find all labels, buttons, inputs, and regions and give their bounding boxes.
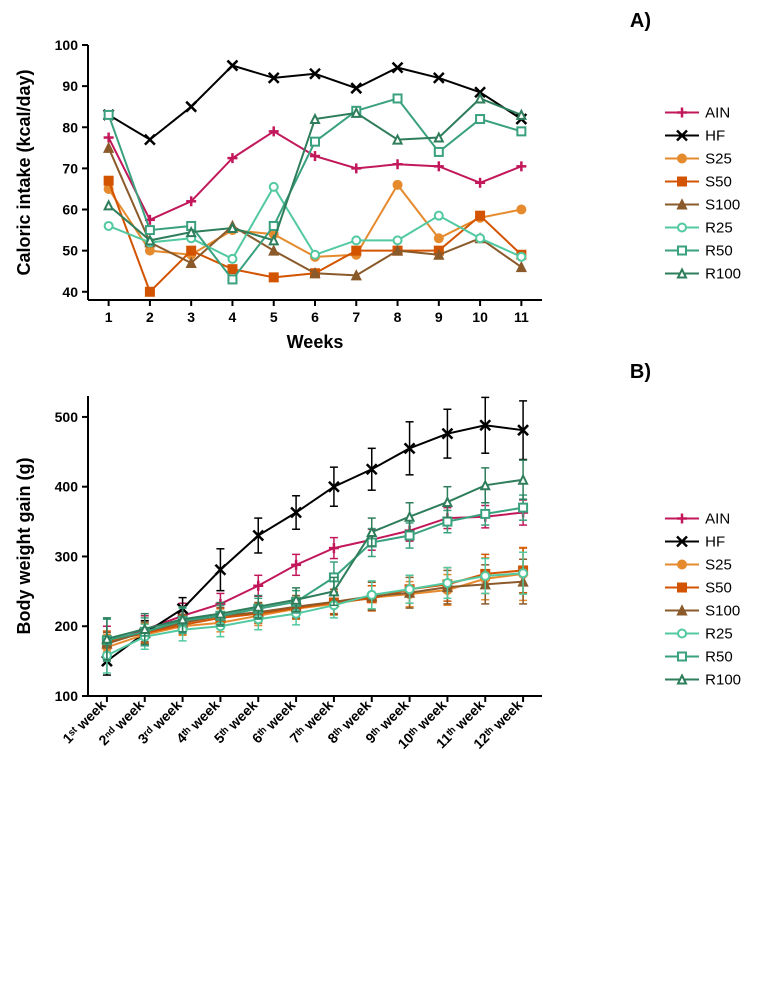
- svg-text:Body weight gain (g): Body weight gain (g): [14, 458, 34, 635]
- svg-text:100: 100: [55, 688, 79, 704]
- legend-item-r50: R50: [665, 647, 741, 667]
- legend-label: HF: [705, 127, 725, 144]
- legend-item-s100: S100: [665, 195, 741, 215]
- legend-label: HF: [705, 533, 725, 550]
- svg-text:4: 4: [229, 309, 237, 325]
- legend-item-ain: AIN: [665, 509, 741, 529]
- legend-label: S25: [705, 556, 732, 573]
- svg-text:80: 80: [62, 119, 78, 135]
- svg-text:300: 300: [55, 548, 79, 564]
- chart-b: 1002003004005001ˢᵗ week2ⁿᵈ week3ʳᵈ week4…: [10, 384, 751, 814]
- legend-label: AIN: [705, 510, 730, 527]
- legend-item-r25: R25: [665, 624, 741, 644]
- svg-text:1: 1: [105, 309, 113, 325]
- svg-text:50: 50: [62, 243, 78, 259]
- legend-item-s25: S25: [665, 555, 741, 575]
- svg-text:10: 10: [472, 309, 488, 325]
- legend-item-r100: R100: [665, 264, 741, 284]
- legend-label: S50: [705, 579, 732, 596]
- legend-item-s50: S50: [665, 578, 741, 598]
- svg-text:11: 11: [514, 309, 529, 325]
- svg-text:9: 9: [435, 309, 443, 325]
- legend-item-s50: S50: [665, 172, 741, 192]
- legend-label: R100: [705, 265, 741, 282]
- svg-text:Caloric intake (kcal/day): Caloric intake (kcal/day): [14, 69, 34, 275]
- legend-item-s100: S100: [665, 601, 741, 621]
- legend-label: R50: [705, 648, 733, 665]
- svg-text:Weeks: Weeks: [287, 332, 344, 352]
- legend-label: S100: [705, 196, 740, 213]
- legend-label: R50: [705, 242, 733, 259]
- legend-item-r50: R50: [665, 241, 741, 261]
- legend-item-ain: AIN: [665, 103, 741, 123]
- legend-item-s25: S25: [665, 149, 741, 169]
- chart-a: 40 50 60 70 80 90 100 1 2 3 4 5 6 7 8 9 10 11 Caloric inta…: [10, 33, 751, 353]
- chart-a-legend: AIN HF S25 S50 S100 R25 R50 R100: [665, 100, 741, 287]
- legend-item-r100: R100: [665, 670, 741, 690]
- legend-label: S25: [705, 150, 732, 167]
- legend-label: R25: [705, 625, 733, 642]
- legend-item-hf: HF: [665, 126, 741, 146]
- legend-label: AIN: [705, 104, 730, 121]
- svg-text:70: 70: [62, 160, 78, 176]
- svg-text:8: 8: [394, 309, 402, 325]
- svg-text:7: 7: [352, 309, 360, 325]
- svg-text:6: 6: [311, 309, 319, 325]
- chart-b-legend: AIN HF S25 S50 S100 R25 R50 R100: [665, 506, 741, 693]
- legend-label: S100: [705, 602, 740, 619]
- svg-text:5: 5: [270, 309, 278, 325]
- legend-label: R100: [705, 671, 741, 688]
- svg-text:2: 2: [146, 309, 154, 325]
- legend-item-r25: R25: [665, 218, 741, 238]
- svg-text:90: 90: [62, 78, 78, 94]
- legend-item-hf: HF: [665, 532, 741, 552]
- legend-label: S50: [705, 173, 732, 190]
- svg-text:200: 200: [55, 618, 79, 634]
- panel-b-label: B): [10, 361, 761, 384]
- svg-text:40: 40: [62, 284, 78, 300]
- legend-label: R25: [705, 219, 733, 236]
- panel-a-label: A): [10, 10, 761, 33]
- svg-text:400: 400: [55, 479, 79, 495]
- svg-text:3: 3: [187, 309, 195, 325]
- svg-text:100: 100: [55, 37, 79, 53]
- svg-text:60: 60: [62, 202, 78, 218]
- svg-text:500: 500: [55, 409, 79, 425]
